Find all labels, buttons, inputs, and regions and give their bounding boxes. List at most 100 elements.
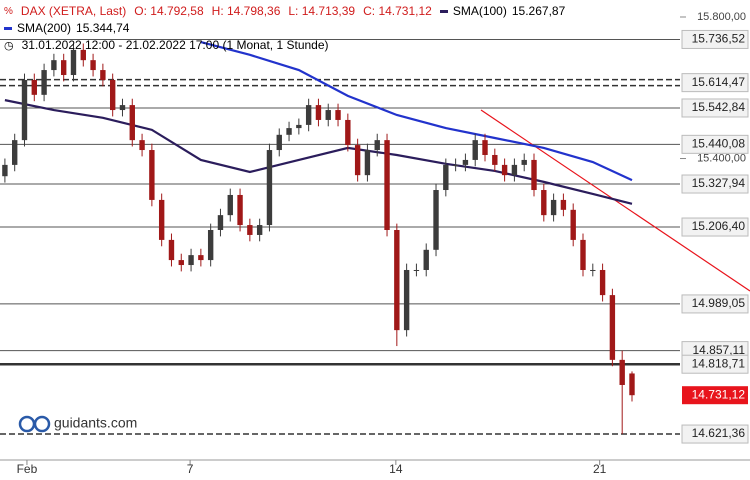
legend-value: 15.267,87 <box>511 4 566 18</box>
level-label: 15.206,40 <box>692 219 746 233</box>
candle-body <box>374 140 380 151</box>
candle-body <box>599 269 606 296</box>
subtitle: 31.01.2022 12:00 - 21.02.2022 17:00 (1 M… <box>21 38 329 52</box>
candle-body <box>276 134 282 151</box>
level-label: 14.818,71 <box>692 356 746 370</box>
candle-body <box>207 230 214 261</box>
current-price-box <box>682 386 748 405</box>
level-label: 14.989,05 <box>692 296 746 310</box>
candle-body <box>217 215 224 230</box>
x-tick-label: 21 <box>593 462 607 476</box>
candle-body <box>403 269 410 331</box>
candle-body <box>286 128 292 135</box>
candle-body <box>345 119 351 146</box>
candle-body <box>227 194 233 216</box>
level-label: 14.621,36 <box>692 426 746 440</box>
candle-body <box>315 105 322 120</box>
candle-body <box>511 164 518 176</box>
candle-body <box>80 49 86 61</box>
legend-value: 15.344,74 <box>76 21 130 35</box>
candle-body <box>550 199 557 216</box>
candle-body <box>119 105 126 111</box>
candle-body <box>21 79 28 141</box>
candle-body <box>158 199 165 240</box>
legend-entry: SMA(200) 15.344,74 <box>4 21 129 35</box>
level-label-box <box>681 174 749 194</box>
candle-body <box>364 150 371 176</box>
candle-body <box>541 190 547 216</box>
ohlc: H: 14.798,36 <box>211 4 281 18</box>
candle-body <box>619 359 625 385</box>
candle-body <box>266 150 273 226</box>
candle-body <box>139 140 145 151</box>
legend-entry: SMA(100) 15.267,87 <box>439 4 566 18</box>
candle-body <box>41 70 47 95</box>
y-tick-label: 15.400,00 <box>697 152 746 164</box>
candle-body <box>433 190 439 250</box>
candle-body <box>443 164 449 191</box>
candle-body <box>305 105 312 125</box>
candle-body <box>109 79 116 111</box>
legend-name: SMA(200) <box>17 21 72 35</box>
current-price-label: 14.731,12 <box>692 387 746 401</box>
watermark: guidants.com <box>54 415 137 431</box>
candle-body <box>188 255 194 266</box>
level-label: 15.614,47 <box>692 75 746 89</box>
candle-body <box>90 60 96 71</box>
header-row: % DAX (XETRA, Last) O: 14.792,58 H: 14.7… <box>4 4 565 18</box>
candle-body <box>129 105 135 141</box>
candle-body <box>384 140 390 230</box>
candle-body <box>472 140 478 160</box>
legend-swatch <box>439 9 448 13</box>
candle-body <box>462 159 469 165</box>
candle-body <box>325 110 331 120</box>
ohlc: C: 14.731,12 <box>363 4 432 18</box>
ohlc: O: 14.792,58 <box>134 4 204 18</box>
candle-body <box>423 249 429 270</box>
candle-body <box>70 49 77 76</box>
logo: guidants.com <box>18 415 137 433</box>
candle-body <box>482 140 488 155</box>
level-label-box <box>681 29 749 49</box>
title: DAX (XETRA, Last) <box>20 4 127 18</box>
x-tick-label: 7 <box>187 462 194 476</box>
candle-body <box>247 225 253 235</box>
candle-body <box>178 260 184 266</box>
candle-body <box>394 230 400 331</box>
level-label-box <box>681 217 749 237</box>
level-label: 15.440,08 <box>692 137 746 151</box>
level-label-box <box>681 73 749 93</box>
y-tick-label: 15.800,00 <box>697 11 746 23</box>
legend-swatch <box>4 26 12 30</box>
icon: % <box>4 5 13 17</box>
level-label-box <box>681 98 749 118</box>
candle-body <box>413 269 420 271</box>
candle-body <box>531 159 537 191</box>
levels <box>0 38 680 435</box>
candle-body <box>296 124 302 129</box>
clock-icon: ◷ <box>4 39 14 52</box>
candle-body <box>590 269 596 271</box>
header-row: SMA(200) 15.344,74 <box>4 21 129 35</box>
candle-body <box>354 145 361 176</box>
level-label: 15.542,84 <box>692 100 746 114</box>
candle-body <box>31 79 37 95</box>
logo-icon <box>33 415 51 433</box>
candle-body <box>521 159 527 165</box>
level-label: 14.857,11 <box>693 343 746 357</box>
x-tick-label: 14 <box>389 462 403 476</box>
candle-body <box>609 295 616 360</box>
legend-name: SMA(100) <box>452 4 507 18</box>
candle-body <box>237 194 243 226</box>
candle-body <box>149 150 155 200</box>
candle-body <box>580 239 586 270</box>
level-label: 15.736,52 <box>692 32 746 46</box>
candle-body <box>629 373 635 396</box>
candle-body <box>51 60 57 71</box>
candle-body <box>501 164 508 176</box>
level-label-box <box>681 294 749 314</box>
x-tick-label: Feb <box>17 462 38 476</box>
candle-body <box>335 110 341 120</box>
